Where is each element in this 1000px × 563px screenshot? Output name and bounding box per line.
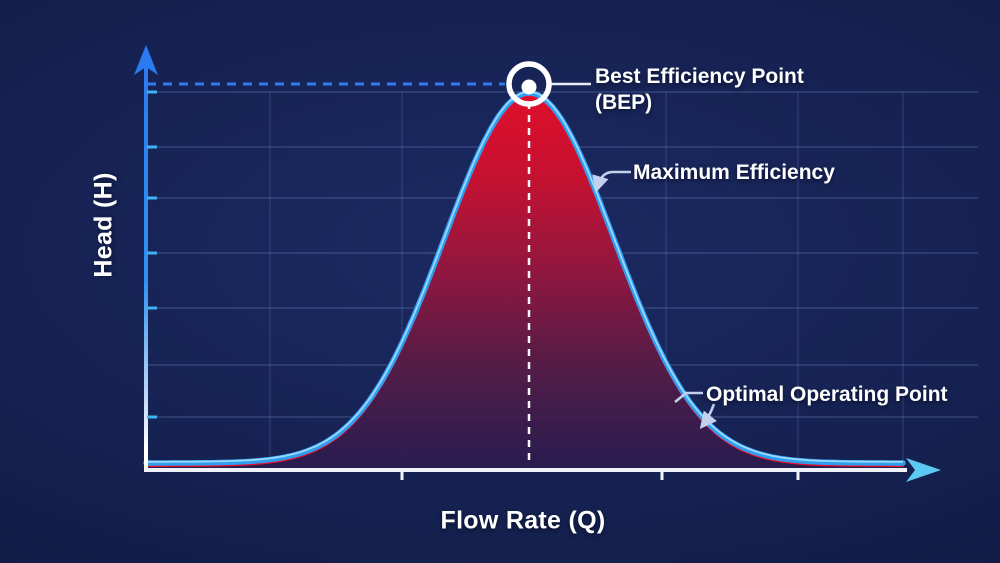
bep-label-line2: (BEP) bbox=[595, 91, 653, 114]
bep-label: Best Efficiency Point (BEP) bbox=[595, 64, 804, 116]
x-axis-label: Flow Rate (Q) bbox=[440, 506, 606, 535]
curve-area-fill bbox=[146, 93, 903, 468]
axes bbox=[134, 45, 941, 482]
bep-marker-dot bbox=[521, 79, 537, 95]
bep-marker-ring bbox=[506, 61, 552, 107]
optimal-leader-arrow bbox=[699, 403, 717, 429]
bep-label-line1: Best Efficiency Point bbox=[595, 65, 804, 88]
max-efficiency-label: Maximum Efficiency bbox=[633, 161, 835, 184]
axis-ticks bbox=[147, 90, 800, 480]
y-axis-arrow-icon bbox=[134, 45, 158, 75]
pump-curve-line bbox=[143, 90, 906, 466]
y-axis-label: Head (H) bbox=[89, 172, 118, 278]
optimal-leader-line bbox=[674, 391, 703, 404]
max-efficiency-leader-arrow bbox=[592, 170, 631, 193]
optimal-operating-point-label: Optimal Operating Point bbox=[706, 383, 948, 406]
x-axis-arrow-icon bbox=[906, 458, 941, 482]
annotation-leaders bbox=[551, 82, 717, 429]
